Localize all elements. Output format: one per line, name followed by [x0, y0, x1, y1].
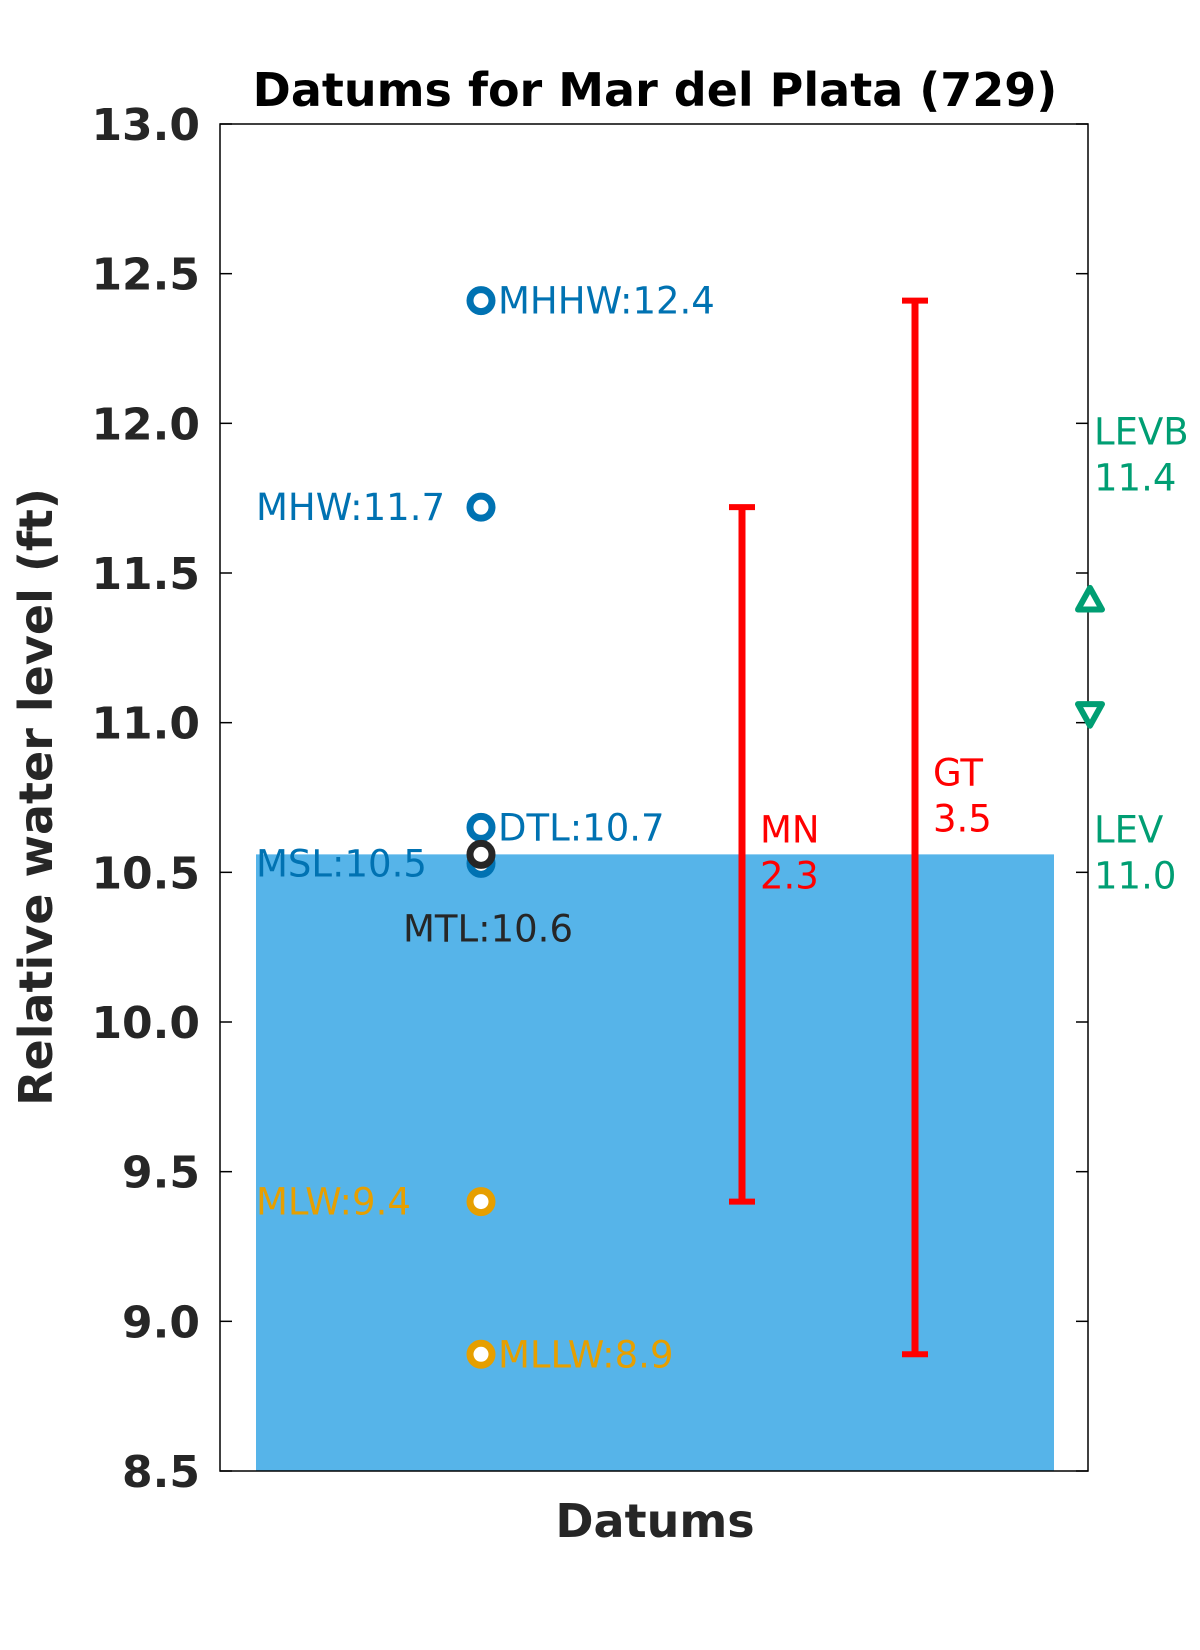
- level-marker-lev: [1075, 701, 1105, 729]
- datum-marker-mhw: [466, 492, 496, 522]
- level-marker-levb: [1075, 584, 1105, 613]
- datum-label-dtl: DTL:10.7: [498, 806, 665, 849]
- range-label-name: MN: [760, 808, 820, 851]
- y-tick-label: 10.5: [91, 848, 200, 899]
- datum-label-mtl: MTL:10.6: [403, 907, 573, 950]
- datum-marker-mlw: [466, 1187, 496, 1217]
- y-tick-label: 9.0: [122, 1297, 200, 1348]
- datum-label-mlw: MLW:9.4: [256, 1181, 411, 1224]
- datum-marker-mhhw: [466, 286, 496, 316]
- y-tick-label: 8.5: [122, 1447, 200, 1498]
- level-label-value: 11.0: [1094, 854, 1176, 897]
- range-label-value: 3.5: [933, 798, 992, 841]
- shaded-region: [256, 854, 1054, 1471]
- level-label-value: 11.4: [1094, 456, 1176, 499]
- range-label-value: 2.3: [760, 854, 819, 897]
- y-tick-label: 12.5: [91, 250, 200, 301]
- y-axis: 8.5 9.0 9.5 10.0 10.5 11.0 11.5 12.0 12.5 13.0: [91, 100, 1088, 1498]
- datum-marker-mtl: [466, 839, 496, 869]
- datum-label-mllw: MLLW:8.9: [498, 1333, 673, 1376]
- y-tick-label: 9.5: [122, 1148, 200, 1199]
- datum-label-msl: MSL:10.5: [256, 842, 427, 885]
- datum-label-mhhw: MHHW:12.4: [498, 280, 715, 323]
- level-label-name: LEV: [1094, 808, 1163, 851]
- chart-title: Datums for Mar del Plata (729): [253, 63, 1058, 117]
- y-tick-label: 12.0: [91, 399, 200, 450]
- plot-frame: [219, 123, 1089, 1472]
- level-label-name: LEVB: [1094, 410, 1189, 453]
- y-tick-label: 11.0: [91, 699, 200, 750]
- x-axis-label: Datums: [555, 1494, 754, 1548]
- y-tick-label: 13.0: [91, 100, 200, 151]
- range-label-name: GT: [933, 752, 983, 795]
- datum-marker-mllw: [466, 1339, 496, 1369]
- y-tick-label: 11.5: [91, 549, 200, 600]
- datum-label-mhw: MHW:11.7: [256, 486, 445, 529]
- y-tick-label: 10.0: [91, 998, 200, 1049]
- y-axis-label: Relative water level (ft): [9, 488, 63, 1106]
- datum-marks: MN2.3 GT3.5 MHHW:12.4 MHW:11.7 DTL:10.7 MSL:1…: [256, 280, 1189, 1377]
- datum-marker-dtl: [466, 812, 496, 842]
